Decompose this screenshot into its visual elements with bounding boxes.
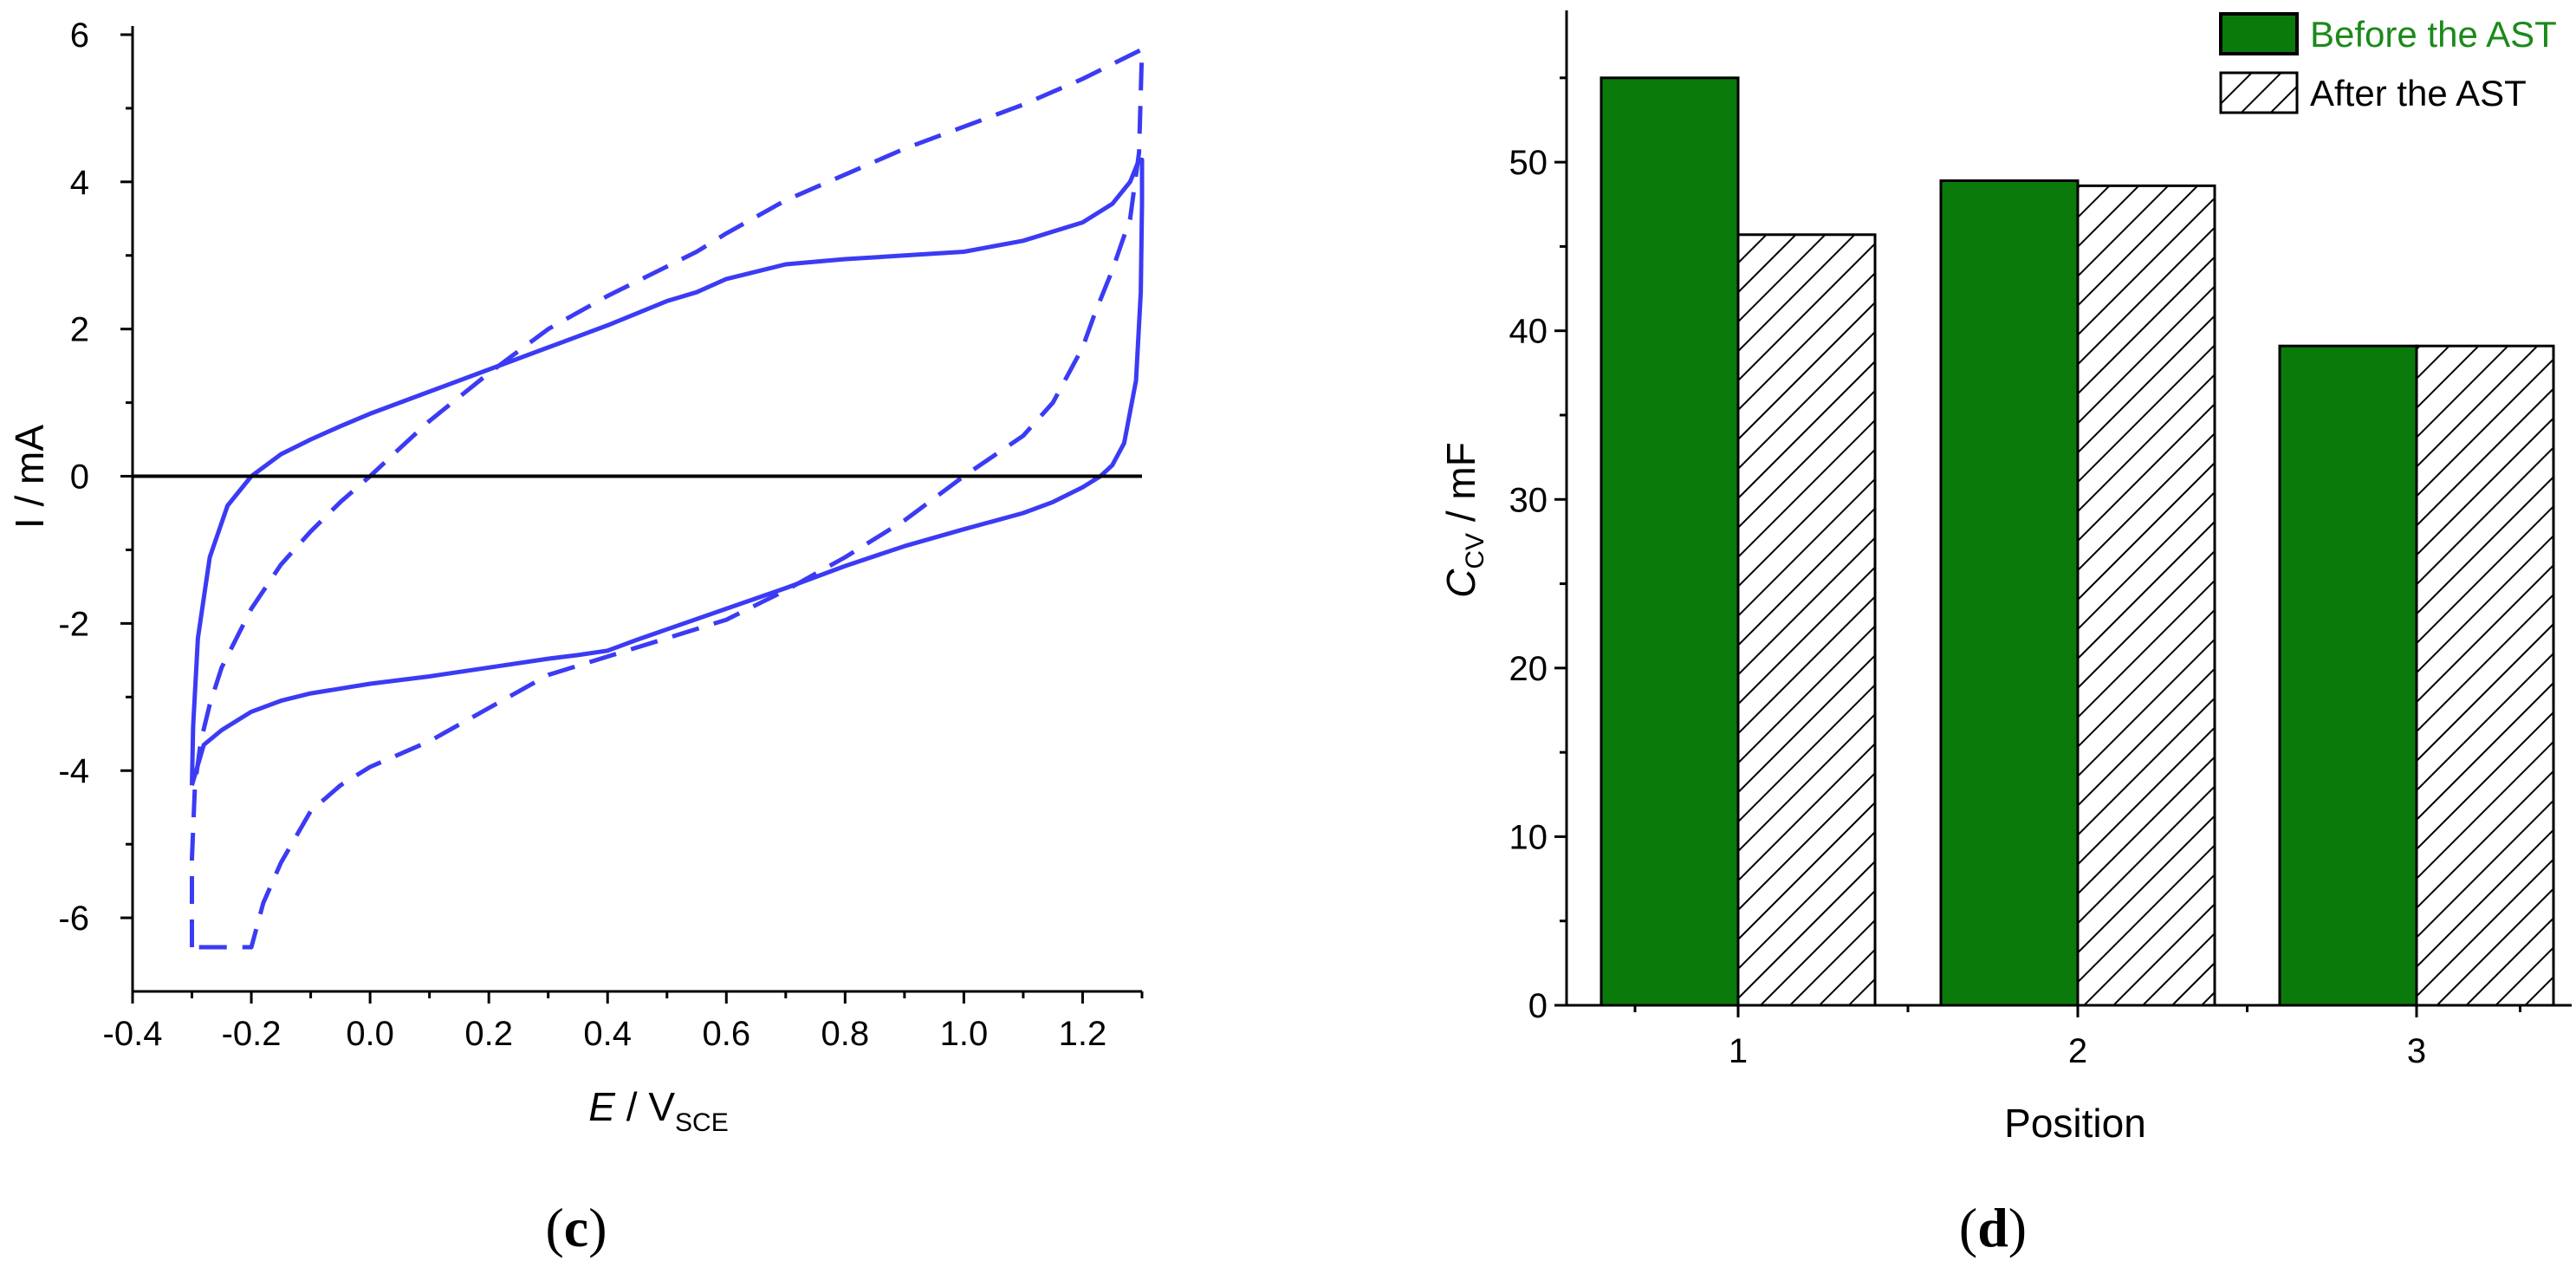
cv-y-tick-label: 0 — [70, 458, 89, 497]
capacitance-x-tick-label: 2 — [2068, 1032, 2087, 1070]
cv-y-tick-label: 6 — [70, 16, 89, 55]
capacitance-x-tick-label: 3 — [2407, 1032, 2426, 1070]
capacitance-y-tick-label: 10 — [1509, 818, 1548, 856]
cv-x-tick-label: 0.6 — [702, 1015, 750, 1053]
capacitance-ticks: 0 10 20 30 40 50 1 2 3 — [1509, 76, 2521, 1070]
cv-x-tick-label: 0.0 — [346, 1015, 394, 1053]
capacitance-y-tick-label: 30 — [1509, 481, 1548, 519]
capacitance-y-axis-title: CCV / mF — [1438, 442, 1489, 598]
capacitance-y-tick-label: 20 — [1509, 650, 1548, 688]
cv-y-tick-label: -6 — [58, 900, 89, 938]
legend-swatch-after — [2219, 71, 2299, 114]
bar-before-ast — [1939, 179, 2080, 1007]
cv-chart-panel: -0.4 -0.2 0.0 0.2 0.4 0.6 0.8 1.0 1.2-6-4-20246 … — [7, 16, 1145, 1258]
cv-y-tick-label: 4 — [70, 164, 89, 202]
cv-y-tick-label: 2 — [70, 311, 89, 349]
capacitance-chart-panel: 0 10 20 30 40 50 1 2 3 CCV / mF Position Before … — [1438, 10, 2572, 1258]
cv-x-tick-label: -0.4 — [103, 1015, 163, 1053]
panel-d-label: (d) — [1959, 1197, 2027, 1258]
capacitance-y-tick-label: 50 — [1509, 144, 1548, 182]
bar-after-ast — [1736, 233, 1877, 1007]
legend-label-before: Before the AST — [2310, 14, 2557, 55]
capacitance-bars — [1599, 76, 2555, 1007]
cv-x-tick-label: 0.4 — [583, 1015, 632, 1053]
capacitance-y-tick-label: 40 — [1509, 313, 1548, 351]
cv-y-tick-label: -4 — [58, 752, 89, 790]
cv-ticks: -0.4 -0.2 0.0 0.2 0.4 0.6 0.8 1.0 1.2 -6 -4 -2 0 2 4 6 — [58, 16, 1144, 1053]
bar-after-ast — [2076, 184, 2216, 1007]
bar-before-ast — [1599, 76, 1740, 1007]
capacitance-x-tick-label: 1 — [1729, 1032, 1748, 1070]
cv-x-tick-label: 0.2 — [464, 1015, 513, 1053]
bar-after-ast — [2415, 344, 2555, 1007]
cv-x-tick-label: -0.2 — [222, 1015, 282, 1053]
cv-curve-dashed — [190, 47, 1145, 950]
cv-x-axis-title: E / VSCE — [588, 1084, 728, 1137]
cv-y-axis-title: I / mA — [7, 425, 52, 529]
cv-y-tick-label: -2 — [58, 605, 89, 643]
capacitance-y-tick-label: 0 — [1528, 987, 1548, 1025]
cv-curve-solid — [190, 157, 1145, 786]
bar-before-ast — [2278, 344, 2418, 1007]
legend-swatch-before — [2219, 12, 2299, 55]
cv-plot-area — [190, 47, 1145, 950]
legend-label-after: After the AST — [2310, 73, 2527, 114]
cv-x-tick-label: 1.2 — [1059, 1015, 1107, 1053]
legend: Before the AST After the AST — [2219, 12, 2557, 114]
panel-c-label: (c) — [545, 1197, 607, 1258]
cv-x-tick-label: 1.0 — [940, 1015, 989, 1053]
capacitance-x-axis-title: Position — [2004, 1101, 2146, 1146]
cv-x-tick-label: 0.8 — [821, 1015, 870, 1053]
